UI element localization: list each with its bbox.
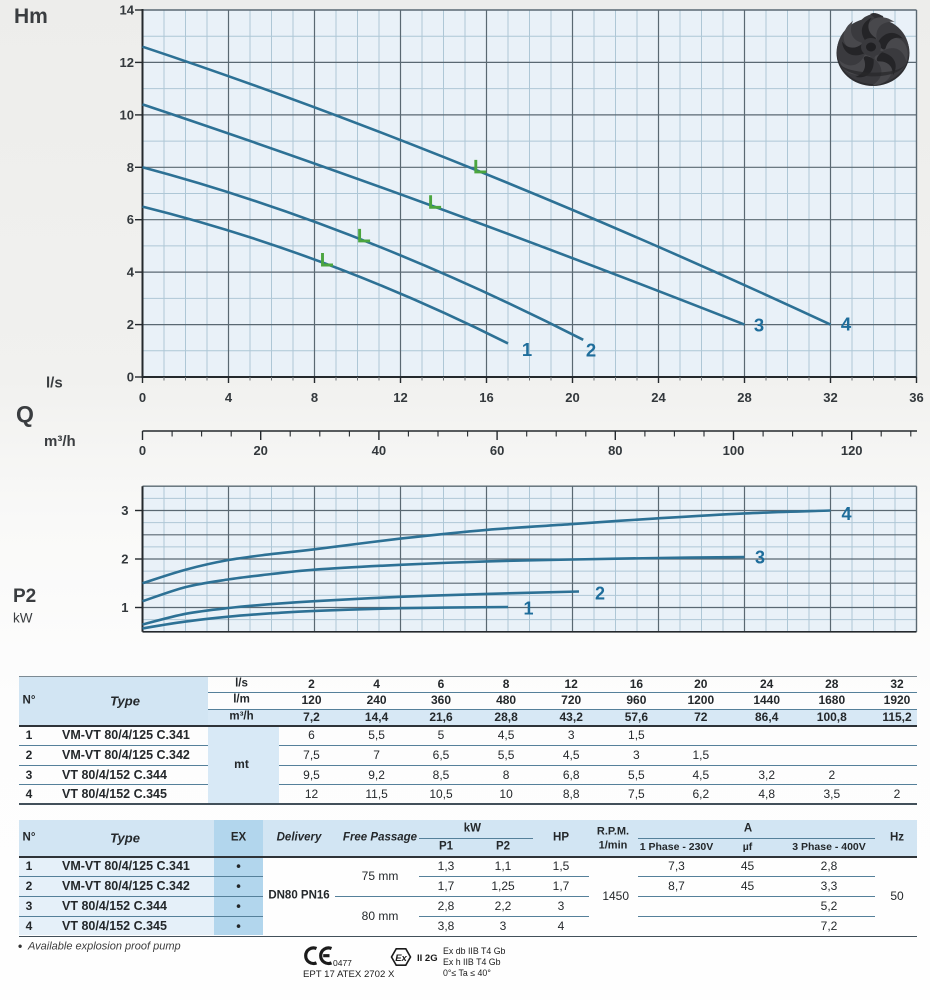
svg-text:6: 6 — [127, 212, 134, 227]
svg-text:Q: Q — [16, 401, 34, 427]
svg-text:P2: P2 — [13, 586, 36, 607]
svg-text:8: 8 — [127, 160, 134, 175]
svg-text:2: 2 — [127, 317, 134, 332]
svg-text:36: 36 — [909, 390, 923, 405]
svg-text:3: 3 — [754, 315, 764, 336]
svg-text:32: 32 — [823, 390, 837, 405]
svg-text:10: 10 — [120, 107, 134, 122]
svg-text:Ex h IIB T4 Gb: Ex h IIB T4 Gb — [443, 957, 501, 967]
svg-text:EPT 17 ATEX 2702 X: EPT 17 ATEX 2702 X — [303, 969, 395, 980]
svg-text:16: 16 — [479, 390, 493, 405]
svg-text:40: 40 — [372, 443, 386, 458]
svg-text:II 2G: II 2G — [417, 953, 438, 964]
svg-text:28: 28 — [737, 390, 751, 405]
svg-text:4: 4 — [841, 314, 852, 335]
svg-text:0°≤ Ta ≤ 40°: 0°≤ Ta ≤ 40° — [443, 968, 491, 978]
svg-text:100: 100 — [723, 443, 745, 458]
svg-text:2: 2 — [586, 340, 596, 361]
svg-text:0: 0 — [139, 390, 146, 405]
svg-text:2: 2 — [121, 552, 128, 567]
svg-text:0477: 0477 — [333, 958, 352, 968]
svg-text:4: 4 — [841, 504, 851, 524]
svg-text:2: 2 — [595, 584, 605, 604]
svg-text:4: 4 — [127, 265, 135, 280]
svg-text:20: 20 — [253, 443, 267, 458]
svg-text:24: 24 — [651, 390, 666, 405]
svg-text:1: 1 — [121, 600, 128, 615]
svg-text:20: 20 — [565, 390, 579, 405]
svg-text:l/s: l/s — [46, 375, 63, 392]
svg-text:60: 60 — [490, 443, 504, 458]
svg-text:8: 8 — [311, 390, 318, 405]
svg-text:Hm: Hm — [14, 5, 48, 28]
svg-text:3: 3 — [755, 548, 765, 568]
svg-text:14: 14 — [120, 3, 135, 18]
svg-text:120: 120 — [841, 443, 863, 458]
svg-text:kW: kW — [13, 611, 33, 626]
svg-text:12: 12 — [393, 390, 407, 405]
svg-text:m³/h: m³/h — [44, 433, 76, 450]
svg-text:12: 12 — [120, 55, 134, 70]
svg-text:3: 3 — [121, 503, 128, 518]
svg-text:Ex db IIB T4 Gb: Ex db IIB T4 Gb — [443, 946, 506, 956]
svg-text:0: 0 — [139, 443, 146, 458]
svg-text:80: 80 — [608, 443, 622, 458]
svg-text:4: 4 — [225, 390, 233, 405]
svg-text:1: 1 — [522, 339, 532, 360]
svg-text:0: 0 — [127, 370, 134, 385]
svg-text:Ex: Ex — [395, 953, 407, 964]
svg-text:1: 1 — [523, 599, 533, 619]
